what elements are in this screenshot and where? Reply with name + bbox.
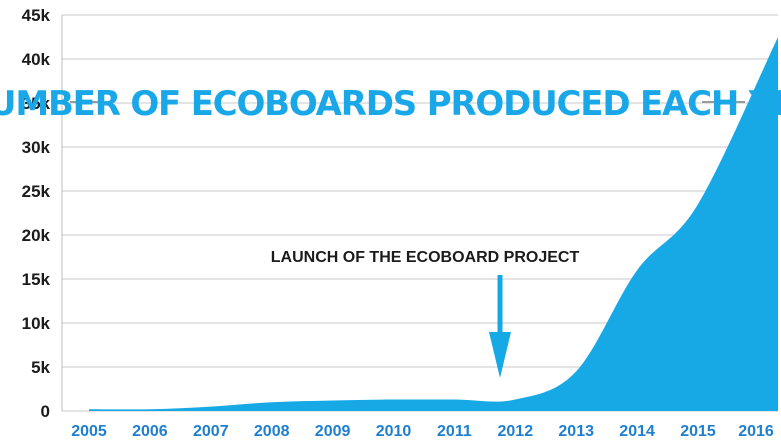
x-tick-label: 2008 <box>254 423 290 440</box>
annotation-layer: LAUNCH OF THE ECOBOARD PROJECT <box>271 249 580 378</box>
area-series <box>89 37 778 411</box>
x-tick-label: 2015 <box>680 423 716 440</box>
y-tick-label: 45k <box>22 6 51 25</box>
y-tick-label: 5k <box>31 358 50 377</box>
x-tick-label: 2013 <box>558 423 594 440</box>
annotation-arrow-head <box>489 332 511 378</box>
x-tick-label: 2012 <box>498 423 534 440</box>
x-tick-label: 2005 <box>71 423 107 440</box>
y-tick-label: 20k <box>22 226 51 245</box>
x-tick-label: 2014 <box>619 423 655 440</box>
y-tick-label: 15k <box>22 270 51 289</box>
y-tick-label: 25k <box>22 182 51 201</box>
y-tick-label: 0 <box>41 402 50 421</box>
y-tick-label: 30k <box>22 138 51 157</box>
x-tick-label: 2016 <box>738 423 774 440</box>
y-tick-label: 35k <box>22 94 51 113</box>
grid-layer <box>61 14 778 412</box>
annotation-label: LAUNCH OF THE ECOBOARD PROJECT <box>271 249 580 266</box>
x-axis: 2005 2006 2007 2008 2009 2010 2011 2012 2013 2014… <box>71 423 774 440</box>
y-axis: 0 5k 10k 15k 20k 25k 30k 35k 40k 45k <box>22 6 51 421</box>
chart-title: NUMBER OF ECOBOARDS PRODUCED EACH YEAR <box>0 84 781 124</box>
area-layer <box>89 37 778 411</box>
x-tick-label: 2007 <box>193 423 229 440</box>
x-tick-label: 2006 <box>132 423 168 440</box>
x-tick-label: 2009 <box>315 423 351 440</box>
x-tick-label: 2010 <box>376 423 412 440</box>
title-layer: NUMBER OF ECOBOARDS PRODUCED EACH YEAR <box>0 84 781 124</box>
y-tick-label: 40k <box>22 50 51 69</box>
x-tick-label: 2011 <box>437 423 472 440</box>
y-tick-label: 10k <box>22 314 51 333</box>
